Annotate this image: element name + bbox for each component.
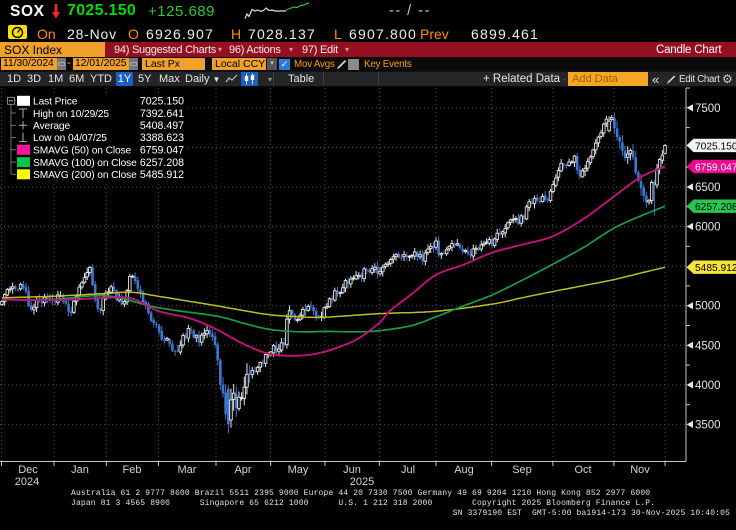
svg-text:Feb: Feb: [123, 464, 142, 476]
svg-text:Jul: Jul: [401, 464, 415, 476]
svg-text:Apr: Apr: [234, 464, 251, 476]
svg-text:6000: 6000: [695, 222, 721, 234]
svg-text:4500: 4500: [695, 340, 721, 352]
svg-text:Jan: Jan: [71, 464, 89, 476]
svg-text:6759.047: 6759.047: [695, 162, 736, 173]
svg-text:SMAVG (200) on Close: SMAVG (200) on Close: [33, 170, 137, 181]
svg-text:Last Price: Last Price: [33, 97, 78, 108]
svg-text:Jun: Jun: [343, 464, 361, 476]
svg-text:SMAVG (50) on Close: SMAVG (50) on Close: [33, 146, 132, 157]
svg-text:SMAVG (100) on Close: SMAVG (100) on Close: [33, 158, 137, 169]
svg-text:6759.047: 6759.047: [140, 145, 184, 157]
svg-text:7025.150: 7025.150: [140, 96, 184, 108]
svg-text:Nov: Nov: [630, 464, 650, 476]
svg-text:6257.208: 6257.208: [695, 202, 736, 213]
svg-text:May: May: [288, 464, 309, 476]
svg-text:Average: Average: [33, 121, 70, 132]
svg-text:Sep: Sep: [512, 464, 532, 476]
svg-text:5000: 5000: [695, 301, 721, 313]
svg-text:High on 10/29/25: High on 10/29/25: [33, 109, 109, 120]
svg-text:6500: 6500: [695, 182, 721, 194]
svg-text:2025: 2025: [350, 476, 374, 488]
svg-text:7025.150: 7025.150: [695, 141, 736, 152]
svg-text:4000: 4000: [695, 380, 721, 392]
svg-text:Mar: Mar: [178, 464, 197, 476]
svg-text:3388.623: 3388.623: [140, 132, 184, 144]
svg-text:5485.912: 5485.912: [695, 263, 736, 274]
svg-text:3500: 3500: [695, 419, 721, 431]
svg-text:5408.497: 5408.497: [140, 120, 184, 132]
svg-text:7392.641: 7392.641: [140, 108, 184, 120]
svg-text:5485.912: 5485.912: [140, 169, 184, 181]
svg-text:2024: 2024: [15, 476, 39, 488]
svg-text:Oct: Oct: [574, 464, 591, 476]
svg-text:Aug: Aug: [454, 464, 474, 476]
svg-text:6257.208: 6257.208: [140, 157, 184, 169]
svg-text:Low on 04/07/25: Low on 04/07/25: [33, 133, 107, 144]
svg-text:7500: 7500: [695, 103, 721, 115]
svg-text:Dec: Dec: [18, 464, 38, 476]
